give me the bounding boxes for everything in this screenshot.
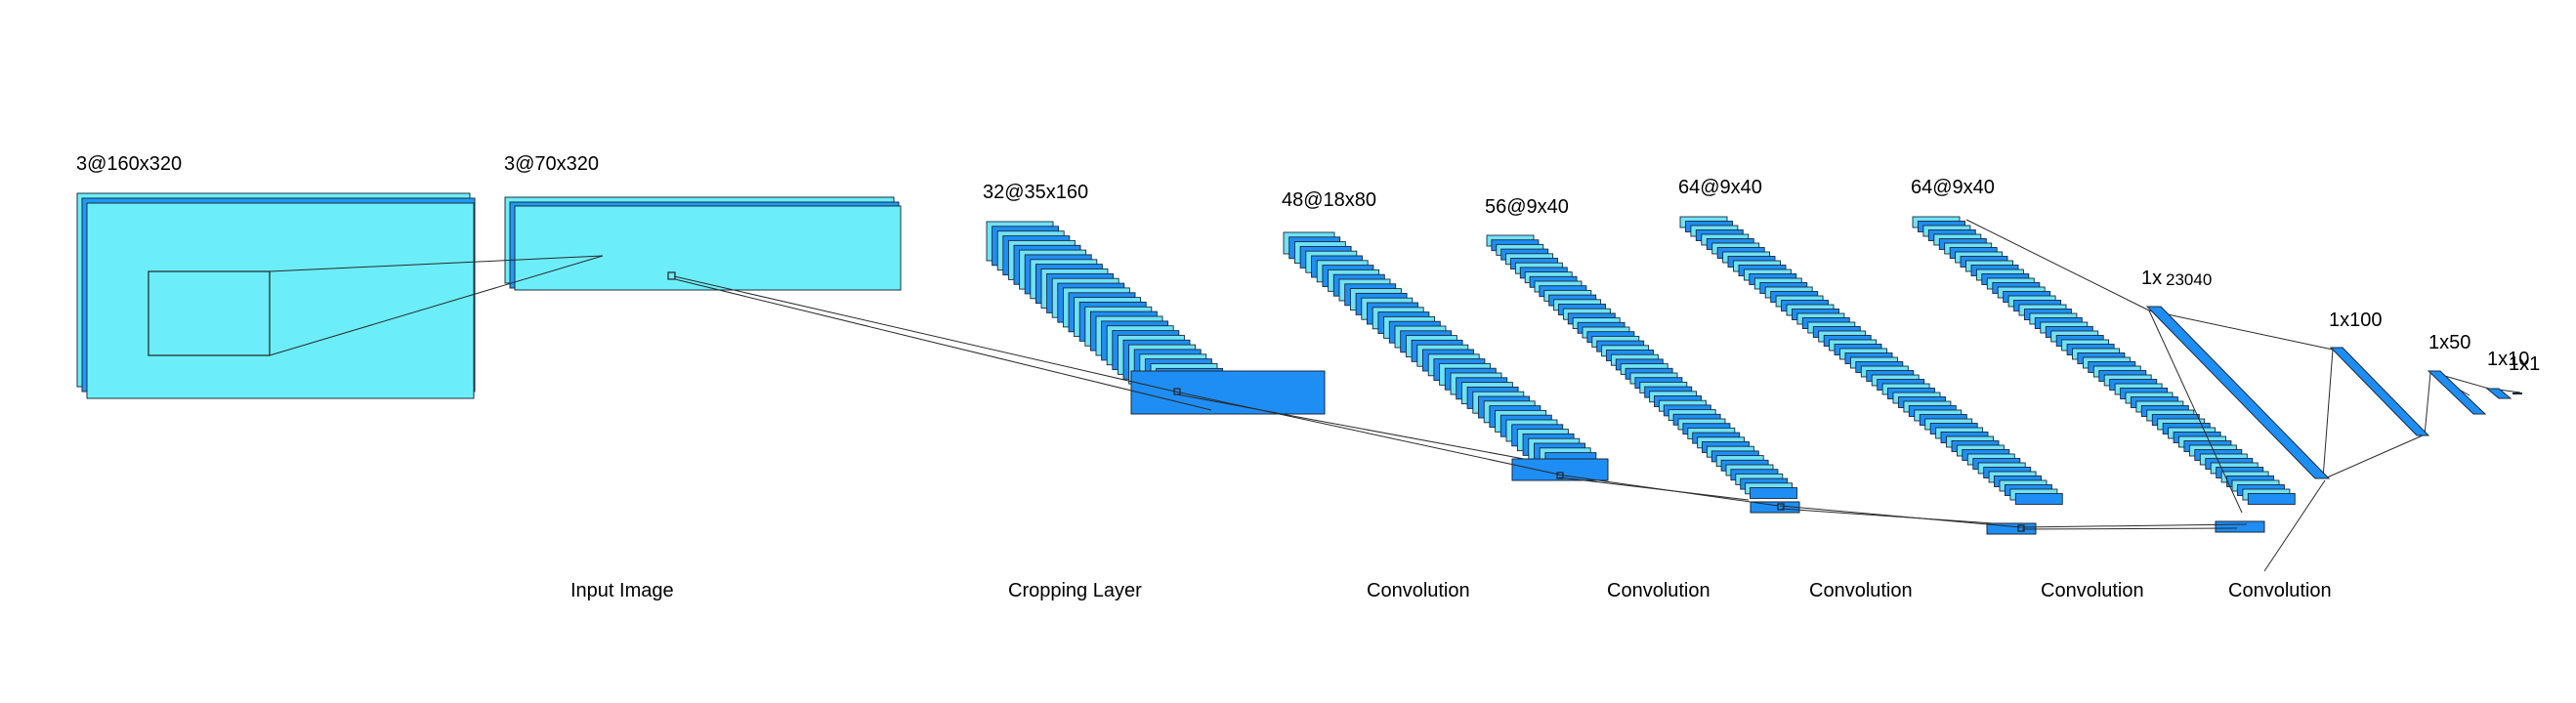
conv1-label: 32@35x160 (983, 182, 1088, 203)
caption-cropping-layer: Cropping Layer (1008, 580, 1142, 601)
conv2-stack (1283, 231, 1609, 481)
conv2-label: 48@18x80 (1282, 189, 1376, 211)
conv5-stack (1912, 216, 2296, 533)
conv3-label: 56@9x40 (1485, 196, 1569, 218)
feature-map (2247, 493, 2296, 505)
stage-captions: Input Image Cropping Layer Convolution C… (570, 580, 2332, 601)
dense-layers (1965, 219, 2522, 572)
output-label: 1x1 (2509, 353, 2540, 375)
front-feature-map (1511, 458, 1609, 481)
caption-convolution-2: Convolution (1607, 580, 1710, 601)
crop-kernel-box (667, 271, 676, 280)
cropped-input-stack (504, 196, 902, 291)
input-crop-label: 3@70x320 (504, 153, 599, 175)
feature-map (1750, 487, 1797, 499)
caption-convolution-4: Convolution (2041, 580, 2144, 601)
layer-labels: 3@160x320 3@70x320 32@35x160 48@18x80 56… (76, 153, 2540, 375)
input-to-crop-connections (269, 255, 604, 356)
flatten-label-value: 23040 (2166, 270, 2212, 289)
dense-10-layer (2485, 388, 2513, 399)
conv1-stack (986, 221, 1326, 415)
conv3-stack (1486, 234, 1800, 514)
caption-convolution-1: Convolution (1367, 580, 1470, 601)
caption-convolution-5: Convolution (2228, 580, 2332, 601)
caption-input-image: Input Image (570, 580, 674, 601)
dense-100-layer (2329, 347, 2430, 436)
feature-map (2014, 493, 2063, 505)
conv4-label: 64@9x40 (1678, 177, 1762, 198)
feature-map-stacks (986, 216, 2296, 535)
dense-50-layer (2427, 370, 2487, 415)
fc2-label: 1x50 (2428, 332, 2470, 353)
input-image-stack (76, 192, 476, 399)
flatten-label-prefix: 1x (2141, 268, 2162, 289)
conv-connections (673, 275, 2248, 532)
front-feature-map (2215, 520, 2265, 533)
front-feature-map (1130, 370, 1326, 415)
flatten-layer (2145, 306, 2331, 479)
conv5-label: 64@9x40 (1911, 177, 1995, 198)
fc3-label: 1x10 (2487, 349, 2529, 370)
conv4-stack (1679, 216, 2063, 535)
input-full-label: 3@160x320 (76, 153, 182, 175)
input-kernel-box (148, 270, 271, 356)
fc1-label: 1x100 (2329, 310, 2383, 331)
caption-convolution-3: Convolution (1809, 580, 1913, 601)
